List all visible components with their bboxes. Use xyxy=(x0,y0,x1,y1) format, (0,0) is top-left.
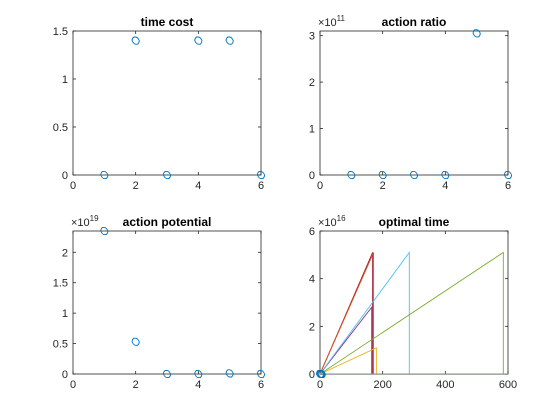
subplot-title: optimal time xyxy=(379,215,450,229)
series-group xyxy=(320,251,508,374)
axes-box xyxy=(319,30,509,176)
x-tick-label: 6 xyxy=(258,180,264,192)
x-tick-label: 200 xyxy=(373,379,391,391)
y-tick-label: 0 xyxy=(62,369,68,381)
y-exponent-power: 19 xyxy=(90,214,99,223)
data-point xyxy=(225,369,234,378)
data-point xyxy=(194,369,203,379)
axes-box xyxy=(72,30,262,176)
y-tick-label: 1 xyxy=(309,124,315,136)
x-tick-label: 0 xyxy=(70,379,76,391)
data-point xyxy=(100,170,109,180)
x-tick-label: 2 xyxy=(133,180,139,192)
y-tick-label: 1 xyxy=(62,74,68,86)
subplot-title: action potential xyxy=(123,215,212,229)
data-point xyxy=(378,170,387,180)
x-tick-label: 2 xyxy=(380,180,386,192)
y-tick-label: 1.5 xyxy=(53,26,68,38)
x-tick-label: 0 xyxy=(317,180,323,192)
x-tick-label: 400 xyxy=(436,379,454,391)
y-tick-label: 4 xyxy=(309,274,315,286)
data-point xyxy=(131,337,140,346)
subplot-4: 0 200 400 600 0 2 4 6 optimal time ×1016 xyxy=(309,214,517,391)
data-point xyxy=(162,369,172,379)
y-tick-label: 0.5 xyxy=(53,339,68,351)
data-point xyxy=(194,36,203,45)
x-tick-label: 0 xyxy=(317,379,323,391)
y-tick-label: 1.5 xyxy=(53,278,68,290)
data-point xyxy=(503,170,513,180)
subplot-title: action ratio xyxy=(382,15,447,29)
y-exponent-power: 11 xyxy=(337,14,346,23)
y-tick-label: 2 xyxy=(309,77,315,89)
data-point xyxy=(100,226,109,236)
data-point xyxy=(162,170,172,180)
subplot-3: 0 2 4 6 0 0.5 1 1.5 2 action potential ×1019 xyxy=(53,214,266,391)
data-point xyxy=(131,36,140,45)
x-tick-label: 4 xyxy=(442,180,448,192)
y-tick-label: 0 xyxy=(309,170,315,182)
x-tick-label: 4 xyxy=(195,379,201,391)
y-tick-label: 6 xyxy=(309,226,315,238)
y-exponent-power: 16 xyxy=(337,214,346,223)
axes-box xyxy=(319,230,509,375)
series-line-6 xyxy=(320,251,410,374)
subplot-1: 0 2 4 6 0 0.5 1 1.5 time cost xyxy=(53,15,266,192)
data-point xyxy=(256,369,266,379)
series-line-3 xyxy=(320,252,375,374)
series-line-4 xyxy=(320,305,373,374)
y-tick-label: 0.5 xyxy=(53,122,68,134)
x-tick-label: 6 xyxy=(505,180,511,192)
data-point xyxy=(347,170,356,180)
axes-box xyxy=(72,230,262,375)
y-tick-label: 1 xyxy=(62,308,68,320)
y-tick-label: 2 xyxy=(62,247,68,259)
data-point xyxy=(317,369,326,379)
subplot-2: 0 2 4 6 0 1 2 3 action ratio ×1011 xyxy=(309,14,513,192)
y-exponent-label: ×1011 xyxy=(318,14,346,29)
data-point xyxy=(225,36,234,45)
y-tick-label: 3 xyxy=(309,31,315,43)
data-point xyxy=(316,369,325,379)
series-line-7 xyxy=(320,251,504,374)
y-tick-label: 0 xyxy=(62,170,68,182)
x-tick-label: 600 xyxy=(499,379,517,391)
data-point xyxy=(441,170,450,180)
subplot-title: time cost xyxy=(141,15,194,29)
x-tick-label: 0 xyxy=(70,180,76,192)
data-point xyxy=(409,170,419,180)
series-line-5 xyxy=(320,347,377,374)
data-point xyxy=(256,170,266,180)
x-tick-label: 6 xyxy=(258,379,264,391)
y-exponent-label: ×1016 xyxy=(318,214,346,229)
y-tick-label: 0 xyxy=(309,369,315,381)
data-point xyxy=(315,369,325,379)
x-tick-label: 4 xyxy=(195,180,201,192)
data-point xyxy=(472,29,481,38)
y-exponent-label: ×1019 xyxy=(71,214,99,229)
y-tick-label: 2 xyxy=(309,321,315,333)
x-tick-label: 2 xyxy=(133,379,139,391)
